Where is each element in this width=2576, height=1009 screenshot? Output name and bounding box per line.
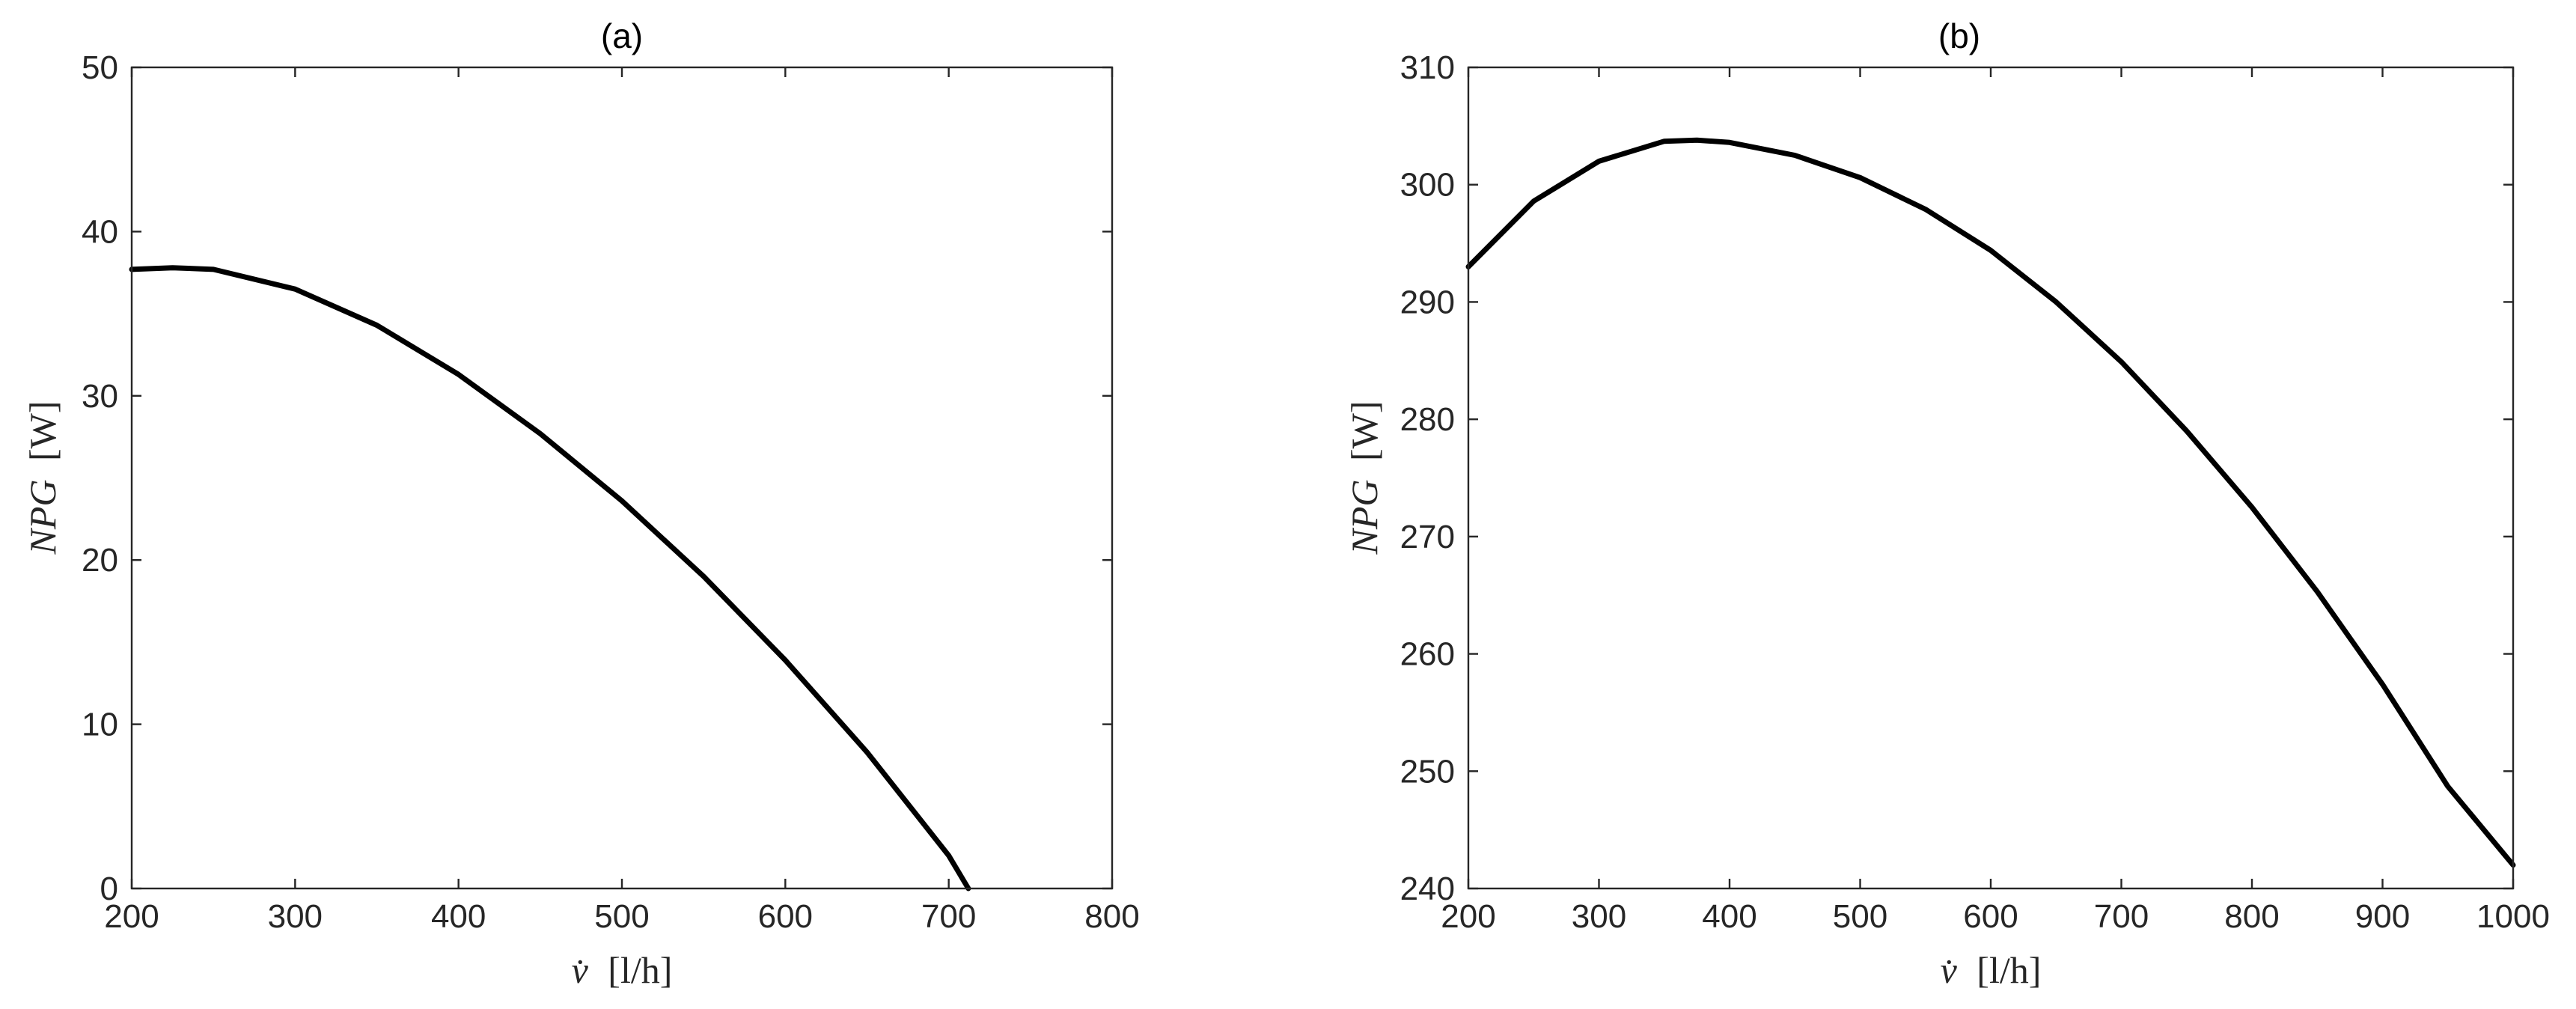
x-tick-label: 300: [1572, 898, 1626, 935]
x-tick-label: 500: [1833, 898, 1887, 935]
chart-title: (a): [601, 16, 643, 55]
y-tick-label: 260: [1400, 636, 1455, 673]
y-axis-symbol: NPG: [1343, 480, 1385, 555]
axis-ticks: 200 300 400 500 600 700 800 900 1000 240 250 260 270…: [1400, 49, 2550, 935]
x-tick-label: 800: [2224, 898, 2279, 935]
series-group: [1465, 137, 2516, 868]
y-tick-label: 50: [82, 49, 118, 86]
y-tick-label: 300: [1400, 167, 1455, 204]
x-axis-unit: [l/h]: [608, 949, 672, 991]
series-line: [129, 265, 971, 891]
y-axis-symbol: NPG: [22, 480, 64, 555]
y-tick-label: 0: [100, 871, 118, 907]
y-tick-label: 310: [1400, 49, 1455, 86]
y-axis-label: NPG [W]: [1343, 401, 1385, 555]
y-tick-label: 20: [82, 542, 118, 579]
y-tick-label: 40: [82, 213, 118, 250]
x-tick-label: 400: [1702, 898, 1756, 935]
y-axis-label: NPG [W]: [22, 401, 64, 555]
plot-frame: [1467, 66, 2515, 890]
chart-panel-b: (b) 200 300 400 500 600 700 800 900 1000 240 250 26…: [1343, 16, 2550, 991]
x-tick-label: 600: [758, 898, 813, 935]
x-tick-label: 1000: [2476, 898, 2550, 935]
series-group: [129, 265, 971, 891]
x-tick-label: 500: [594, 898, 649, 935]
x-axis-unit: [l/h]: [1977, 949, 2041, 991]
x-tick-label: 400: [431, 898, 486, 935]
axis-ticks: 200 300 400 500 600 700 800 0 10 20 30 40 50: [82, 49, 1140, 935]
x-tick-label: 800: [1084, 898, 1139, 935]
x-tick-label: 300: [268, 898, 323, 935]
y-tick-label: 10: [82, 707, 118, 743]
x-axis-symbol: v̇: [572, 949, 589, 991]
chart-title: (b): [1938, 16, 1980, 55]
chart-panel-a: (a) 200 300 400 500 600 700 800 0 10 20 30 40 50 v̇ …: [22, 16, 1140, 991]
series-line: [1465, 137, 2516, 868]
x-axis-label: v̇ [l/h]: [572, 949, 673, 991]
x-tick-label: 700: [921, 898, 976, 935]
x-tick-label: 900: [2355, 898, 2410, 935]
y-tick-label: 290: [1400, 284, 1455, 320]
y-tick-label: 30: [82, 378, 118, 415]
y-tick-label: 250: [1400, 753, 1455, 790]
y-tick-label: 280: [1400, 401, 1455, 438]
y-tick-label: 270: [1400, 519, 1455, 555]
y-axis-unit: [W]: [22, 401, 64, 462]
x-axis-label: v̇ [l/h]: [1941, 949, 2042, 991]
x-tick-label: 200: [104, 898, 159, 935]
y-tick-label: 240: [1400, 871, 1455, 907]
x-tick-label: 600: [1963, 898, 2018, 935]
x-axis-symbol: v̇: [1941, 949, 1958, 991]
x-tick-label: 700: [2094, 898, 2149, 935]
y-axis-unit: [W]: [1343, 401, 1385, 462]
plot-frame: [130, 66, 1114, 890]
x-tick-label: 200: [1441, 898, 1495, 935]
